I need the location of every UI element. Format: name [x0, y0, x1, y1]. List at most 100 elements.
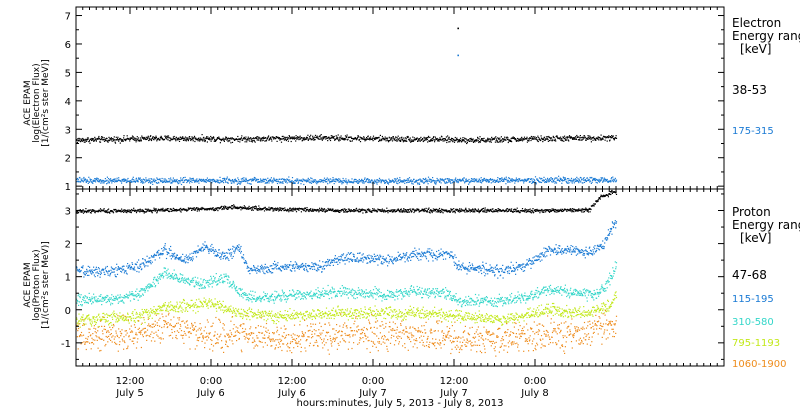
data-point: [78, 139, 80, 141]
data-point: [532, 181, 534, 184]
electron-ytick-label-5: 6: [65, 40, 71, 51]
data-point: [293, 264, 295, 266]
data-point: [369, 180, 371, 182]
data-point: [513, 137, 515, 140]
data-point: [452, 211, 454, 213]
data-point: [355, 259, 357, 261]
data-point: [565, 180, 567, 183]
data-point: [253, 266, 255, 268]
data-point: [94, 276, 96, 278]
data-point: [458, 140, 460, 142]
data-point: [175, 140, 177, 142]
data-point: [295, 209, 297, 211]
data-point: [485, 141, 487, 143]
data-point: [150, 211, 153, 213]
data-point: [270, 207, 272, 209]
data-point: [553, 211, 556, 213]
data-point: [93, 140, 95, 142]
data-point: [360, 209, 362, 212]
data-point: [351, 140, 353, 142]
data-point: [317, 137, 319, 139]
data-point: [214, 181, 217, 183]
data-point: [443, 179, 445, 181]
data-point: [545, 181, 547, 183]
data-point: [416, 208, 418, 210]
data-point: [474, 139, 476, 141]
data-point: [367, 178, 369, 180]
data-point: [111, 140, 113, 142]
data-point: [601, 138, 603, 140]
data-point: [259, 269, 261, 271]
data-point: [374, 137, 376, 139]
data-point: [110, 178, 112, 180]
data-point: [208, 208, 210, 210]
data-point: [596, 182, 598, 184]
data-point: [239, 247, 241, 249]
data-point: [220, 138, 222, 140]
data-point: [287, 179, 289, 182]
data-point: [350, 140, 352, 142]
data-point: [519, 138, 521, 141]
data-point: [260, 181, 262, 183]
data-point: [112, 212, 115, 214]
data-point: [76, 266, 78, 268]
data-point: [439, 211, 441, 214]
data-point: [589, 208, 591, 210]
data-point: [340, 135, 342, 137]
data-point: [597, 137, 599, 139]
data-point: [295, 180, 298, 182]
data-point: [359, 211, 361, 213]
data-point: [387, 140, 389, 142]
data-point: [257, 265, 259, 267]
data-point: [384, 138, 386, 140]
data-point: [465, 207, 467, 209]
data-point: [427, 183, 429, 185]
data-point: [342, 137, 344, 139]
data-point: [78, 137, 80, 139]
data-point: [575, 210, 577, 212]
data-point: [107, 211, 109, 213]
data-point: [540, 177, 542, 179]
data-point: [297, 137, 300, 139]
data-point: [308, 179, 311, 181]
data-point: [263, 179, 265, 181]
data-point: [312, 181, 314, 183]
data-point: [562, 139, 564, 141]
electron-ytick-label-0: 1: [65, 182, 71, 193]
data-point: [227, 137, 230, 139]
data-point: [242, 179, 244, 181]
data-point: [543, 137, 545, 139]
data-point: [84, 271, 86, 273]
data-point: [419, 179, 421, 181]
data-point: [182, 259, 185, 261]
data-point: [515, 209, 517, 211]
data-point: [197, 140, 199, 142]
data-point: [489, 138, 492, 140]
data-point: [306, 207, 308, 209]
data-point: [592, 178, 594, 180]
data-point: [180, 256, 182, 258]
data-point: [267, 177, 269, 179]
data-point: [579, 138, 581, 140]
data-point: [445, 210, 447, 212]
electron-legend-175-315: 175-315: [732, 126, 774, 137]
data-point: [133, 268, 135, 270]
data-point: [600, 196, 602, 198]
data-point: [332, 180, 334, 182]
data-point: [499, 209, 501, 211]
data-point: [342, 139, 345, 141]
data-point: [584, 178, 586, 181]
data-point: [378, 256, 380, 258]
data-point: [278, 181, 280, 183]
data-point: [281, 182, 283, 184]
data-point: [254, 267, 256, 269]
data-point: [409, 140, 411, 142]
data-point: [268, 179, 270, 181]
data-point: [610, 193, 612, 196]
data-point: [594, 203, 596, 205]
data-point: [378, 136, 380, 138]
data-point: [240, 137, 242, 139]
data-point: [165, 179, 168, 181]
data-point: [366, 211, 368, 213]
data-point: [415, 179, 417, 182]
